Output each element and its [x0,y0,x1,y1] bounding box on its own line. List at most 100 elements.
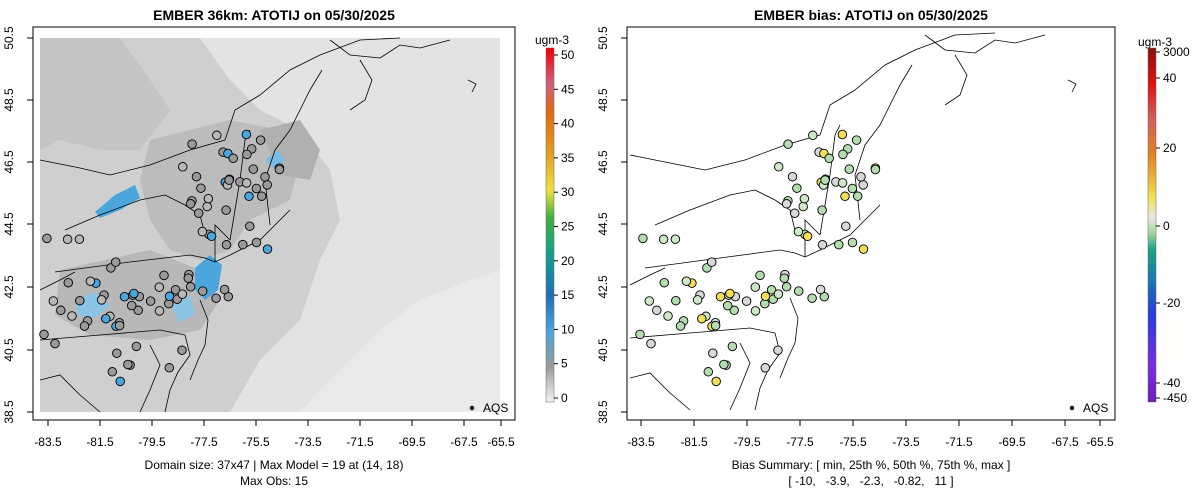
left-x-tick-3: -77.5 [190,435,218,449]
left-legend-label: AQS [483,401,508,415]
obs-station-marker [711,376,721,387]
obs-station-marker [50,338,60,349]
obs-station-marker [838,149,848,160]
colorbar-label: 5 [561,357,568,371]
obs-station-marker [663,311,673,321]
right-x-tick-9: -65.5 [1086,435,1114,449]
left-x-tick-4: -75.5 [242,435,270,449]
obs-station-marker [824,153,834,164]
obs-station-marker [847,183,858,194]
obs-station-marker [159,270,169,281]
left-colorbar-ramp [545,47,555,403]
obs-station-marker [112,348,122,358]
obs-station-marker [129,288,139,299]
right-x-tick-5: -73.5 [892,435,920,449]
right-footer-line2: [ -10, -3.9, -2.3, -0.82, 11 ] [788,474,953,488]
bias-map-panel: EMBER bias: ATOTIJ on 05/30/2025 [596,7,1190,488]
obs-station-marker [858,244,869,254]
right-x-tick-4: -75.5 [839,435,867,449]
obs-station-marker [787,171,798,182]
right-colorbar-ramp [1147,47,1157,403]
obs-station-marker [79,321,90,331]
left-colorbar-unit: ugm-3 [535,33,569,47]
model-field-ocean [300,270,500,412]
obs-station-marker [185,199,196,209]
right-y-tick-4: 42.5 [596,275,610,299]
obs-station-marker [706,257,717,267]
obs-station-marker [783,139,793,149]
obs-station-marker [96,295,107,305]
obs-station-marker [196,183,206,193]
obs-station-marker [177,289,188,299]
obs-station-marker [841,221,851,231]
colorbar-label: 20 [1163,141,1177,155]
colorbar-label: 0 [1163,219,1170,233]
obs-station-marker [789,208,800,218]
obs-station-marker [773,345,783,355]
obs-station-marker [815,284,826,295]
right-basemap-wrap [627,27,1115,420]
obs-station-marker [107,367,118,377]
obs-station-marker [837,178,848,188]
left-y-ticks: 50.5 48.5 46.5 44.5 42.5 40.5 38.5 [2,26,33,424]
obs-station-marker [241,178,252,188]
obs-station-marker [837,129,848,140]
colorbar-label: 3000 [1163,45,1190,59]
obs-station-marker [635,329,645,340]
obs-station-marker [251,183,262,194]
obs-station-marker [781,199,792,209]
obs-station-marker [164,291,175,302]
obs-station-marker [793,226,804,237]
obs-station-marker [817,205,827,215]
right-colorbar-unit: ugm-3 [1138,35,1172,49]
right-legend-label: AQS [1083,401,1108,415]
obs-station-marker [133,305,143,316]
obs-station-marker [798,201,808,212]
obs-station-marker [228,153,238,164]
obs-station-marker [206,231,217,242]
obs-station-marker [658,234,669,245]
obs-station-marker [644,296,655,306]
obs-station-marker [750,306,761,316]
colorbar-label: 50 [561,48,575,62]
obs-station-marker [638,233,648,244]
colorbar-label: 0 [561,391,568,405]
model-field-core [140,120,300,260]
right-title: EMBER bias: ATOTIJ on 05/30/2025 [754,7,988,23]
right-x-tick-3: -77.5 [786,435,814,449]
right-x-tick-7: -69.5 [998,435,1026,449]
obs-station-marker [110,257,121,267]
colorbar-label: 45 [561,82,575,96]
right-x-tick-2: -79.5 [733,435,761,449]
obs-station-marker [697,313,707,324]
right-y-tick-1: 48.5 [596,88,610,112]
obs-station-marker [145,296,156,306]
colorbar-label: 20 [561,254,575,268]
obs-station-marker [56,305,66,316]
obs-station-marker [255,135,266,145]
obs-station-marker [793,286,804,296]
obs-station-marker [221,205,231,215]
colorbar-label: 15 [561,288,575,302]
left-footer-line2: Max Obs: 15 [240,474,308,488]
obs-station-marker [670,234,681,244]
model-field-nw [40,38,170,150]
obs-station-marker [262,244,273,254]
model-grid [39,37,500,413]
left-obs-markers [39,129,285,387]
obs-station-marker [123,359,133,370]
obs-station-marker [675,321,686,331]
left-y-tick-6: 38.5 [2,400,16,424]
obs-station-marker [183,273,194,283]
colorbar-label: 10 [561,322,575,336]
right-x-tick-8: -67.5 [1051,435,1079,449]
left-y-tick-4: 42.5 [2,275,16,299]
left-footer-line1: Domain size: 37x47 | Max Model = 19 at (… [145,458,404,472]
obs-station-marker [85,276,96,286]
obs-station-marker [221,240,232,250]
model-map-panel: EMBER 36km: ATOTIJ on 05/30/2025 [2,7,575,488]
obs-station-marker [260,172,270,182]
obs-station-marker [703,367,714,377]
obs-station-marker [248,164,259,174]
obs-station-marker [729,305,739,316]
